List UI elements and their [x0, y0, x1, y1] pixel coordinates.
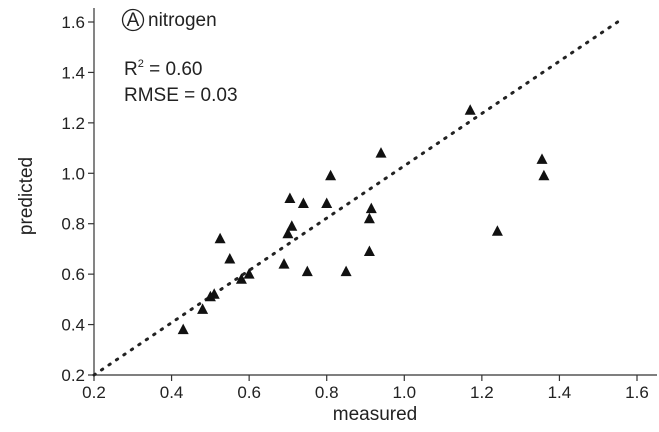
- data-point: [214, 232, 226, 244]
- x-tick-label: 1.2: [470, 383, 494, 402]
- data-point: [243, 268, 255, 279]
- axes: [93, 8, 657, 376]
- data-point: [224, 253, 236, 264]
- y-tick-label: 1.2: [61, 114, 85, 133]
- reference-line: [92, 20, 620, 377]
- y-tick-label: 1.0: [61, 164, 85, 183]
- x-tick-label: 1.6: [625, 383, 649, 402]
- data-point: [286, 220, 298, 231]
- data-point: [491, 225, 503, 236]
- data-point: [282, 227, 294, 239]
- panel-letter-circle: [121, 8, 145, 32]
- x-axis-label: measured: [333, 404, 418, 425]
- y-tick-label: 0.8: [61, 215, 85, 234]
- data-point: [177, 323, 189, 335]
- data-point: [340, 265, 352, 277]
- y-tick-label: 1.6: [61, 13, 85, 32]
- panel-label: A nitrogen: [121, 8, 217, 32]
- data-point: [363, 212, 375, 224]
- r-squared-prefix: R: [124, 59, 138, 80]
- rmse-annotation: RMSE = 0.03: [124, 85, 238, 106]
- data-point: [284, 192, 296, 203]
- x-tick-label: 0.4: [160, 383, 184, 402]
- data-point: [464, 104, 476, 115]
- data-point: [297, 197, 309, 208]
- y-tick-label: 0.6: [61, 265, 85, 284]
- x-tick-label: 0.6: [237, 383, 261, 402]
- data-point: [278, 258, 290, 269]
- data-point: [363, 245, 375, 256]
- x-ticks: 0.2 0.4 0.6 0.8 1.0 1.2 1.4 1.6: [82, 375, 649, 402]
- panel-letter: A: [127, 10, 140, 31]
- data-point: [321, 197, 333, 208]
- data-point: [197, 303, 209, 314]
- y-axis-label: predicted: [16, 157, 37, 235]
- panel-name: nitrogen: [148, 10, 217, 31]
- r-squared-value: = 0.60: [144, 59, 203, 80]
- data-point: [208, 288, 220, 299]
- data-point: [375, 147, 387, 158]
- data-point: [536, 153, 548, 164]
- data-points: [177, 104, 550, 335]
- data-point: [538, 169, 550, 181]
- data-point: [365, 202, 377, 214]
- data-point: [325, 169, 337, 181]
- data-point: [235, 273, 247, 284]
- data-point: [301, 265, 313, 277]
- y-tick-label: 1.4: [61, 63, 85, 82]
- y-tick-label: 0.2: [61, 366, 85, 385]
- r-squared-superscript: 2: [138, 58, 144, 70]
- x-tick-label: 0.8: [315, 383, 339, 402]
- y-tick-label: 0.4: [61, 316, 85, 335]
- x-tick-label: 0.2: [82, 383, 106, 402]
- r-squared-annotation: R2 = 0.60: [124, 58, 203, 80]
- x-tick-label: 1.0: [392, 383, 416, 402]
- y-ticks: 0.2 0.4 0.6 0.8 1.0 1.2 1.4 1.6: [61, 13, 94, 385]
- x-tick-label: 1.4: [548, 383, 572, 402]
